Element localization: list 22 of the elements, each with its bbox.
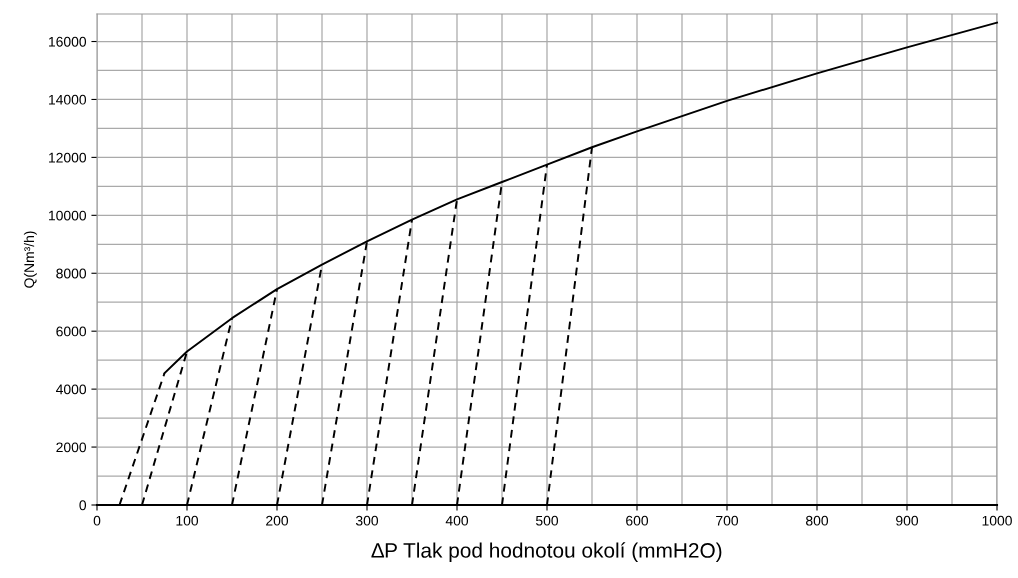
x-tick-label: 500 [535,515,559,526]
x-tick-label: 700 [716,515,739,526]
y-tick-label: 16000 [49,36,87,47]
x-tick-label: 600 [626,515,649,526]
y-tick-label: 12000 [49,152,87,163]
x-tick-label: 900 [896,515,919,526]
y-tick-label: 4000 [56,384,87,395]
x-tick-label: 1000 [982,515,1012,526]
y-tick-label: 6000 [56,326,87,337]
x-axis-title: ∆P Tlak pod hodnotou okolí (mmH2O) [371,542,722,562]
y-tick-label: 0 [79,500,87,511]
y-tick-label: 10000 [49,210,87,221]
y-tick-label: 2000 [56,442,87,453]
y-axis-title: Q(Nm³/h) [23,231,37,288]
x-tick-label: 200 [266,515,289,526]
x-tick-label: 0 [93,515,101,526]
x-tick-label: 100 [176,515,199,526]
y-tick-label: 14000 [49,94,87,105]
x-tick-label: 800 [806,515,829,526]
y-tick-label: 8000 [56,268,87,279]
x-tick-label: 300 [355,515,379,526]
x-tick-label: 400 [445,515,469,526]
